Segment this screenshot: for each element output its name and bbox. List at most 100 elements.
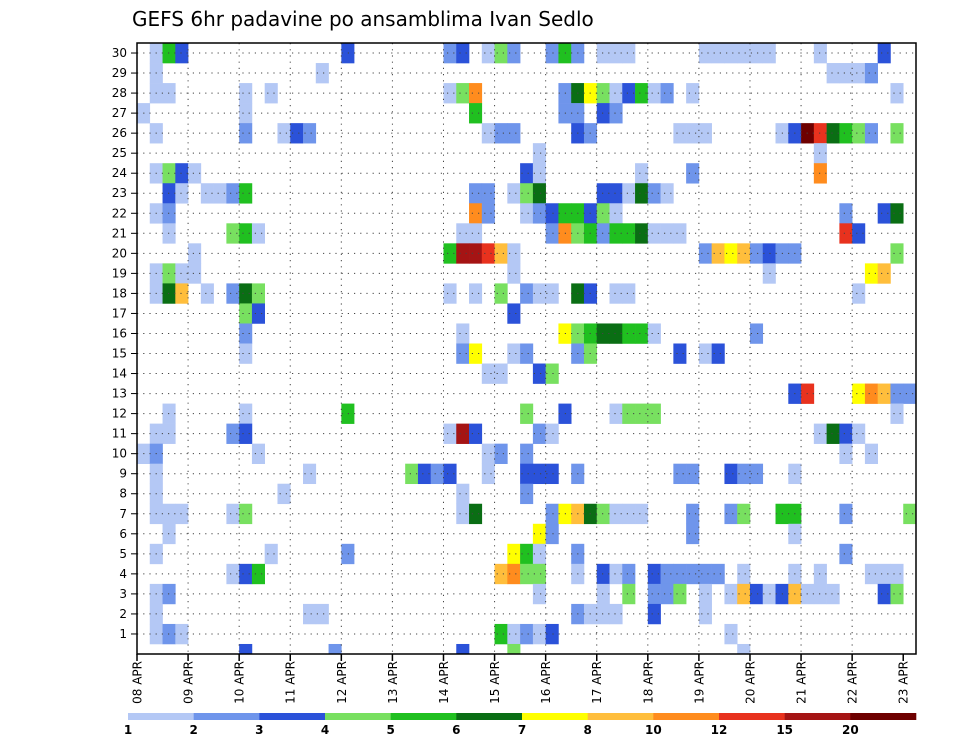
precip-cell xyxy=(469,283,483,304)
precip-cell xyxy=(609,603,623,625)
precip-cell xyxy=(864,443,878,464)
precip-cell xyxy=(622,503,636,525)
precip-cell xyxy=(622,223,636,244)
precip-cell xyxy=(443,83,457,104)
precip-cell xyxy=(494,563,508,585)
y-tick-label: 22 xyxy=(112,206,127,220)
precip-cell xyxy=(737,463,751,485)
precip-cell xyxy=(226,223,240,244)
precip-cell xyxy=(596,183,610,204)
precip-cell xyxy=(647,83,661,104)
precip-cell xyxy=(443,283,457,304)
precip-cell xyxy=(494,243,508,264)
precip-cell xyxy=(545,523,559,545)
precip-cell xyxy=(443,423,457,444)
precip-cell xyxy=(762,243,776,264)
precip-cell xyxy=(698,43,712,64)
precip-cell xyxy=(890,123,904,144)
precip-cell xyxy=(647,583,661,605)
precip-cell xyxy=(877,203,891,224)
precip-cell xyxy=(520,483,534,505)
precip-cell xyxy=(469,243,483,264)
precip-cell xyxy=(532,623,546,645)
precip-cell xyxy=(711,563,725,585)
precip-cell xyxy=(175,623,189,645)
precip-cell xyxy=(545,283,559,304)
precip-cell xyxy=(673,343,687,364)
precip-cell xyxy=(481,443,495,464)
legend-swatch xyxy=(522,713,588,720)
precip-cell xyxy=(239,223,253,244)
precip-cell xyxy=(239,643,253,655)
x-tick-label: 12 APR xyxy=(335,661,349,704)
precip-cell xyxy=(520,163,534,184)
precip-cell xyxy=(545,203,559,224)
precip-cell xyxy=(660,183,674,204)
precip-cell xyxy=(239,343,253,364)
precip-cell xyxy=(264,543,278,565)
precip-cell xyxy=(239,503,253,525)
precip-cell xyxy=(303,463,317,485)
precip-cell xyxy=(507,243,521,264)
precip-cell xyxy=(520,343,534,364)
precip-cell xyxy=(839,443,853,464)
legend-label: 5 xyxy=(386,723,394,737)
precip-cell xyxy=(737,563,751,585)
precip-cell xyxy=(469,183,483,204)
precip-cell xyxy=(175,43,189,64)
precip-cell xyxy=(852,123,866,144)
precip-cell xyxy=(507,263,521,284)
precip-cell xyxy=(622,563,636,585)
legend-swatch xyxy=(719,713,785,720)
precip-cell xyxy=(839,123,853,144)
legend-swatch xyxy=(259,713,326,720)
precip-cell xyxy=(724,503,738,525)
precip-cell xyxy=(507,43,521,64)
y-tick-label: 17 xyxy=(112,306,127,320)
x-tick-label: 14 APR xyxy=(437,661,451,704)
precip-cell xyxy=(239,103,253,124)
precip-cell xyxy=(494,123,508,144)
legend-swatch xyxy=(850,713,917,720)
precip-cell xyxy=(545,363,559,384)
precip-cell xyxy=(188,263,202,284)
precip-cell xyxy=(239,563,253,585)
x-tick-label: 09 APR xyxy=(182,661,196,704)
precip-cell xyxy=(647,403,661,424)
precip-cell xyxy=(494,623,508,645)
precip-cell xyxy=(698,563,712,585)
precip-cell xyxy=(609,283,623,304)
precip-cell xyxy=(175,183,189,204)
precip-cell xyxy=(239,123,253,144)
precip-cell xyxy=(609,403,623,424)
precip-cell xyxy=(175,283,189,304)
precip-cell xyxy=(660,563,674,585)
precip-cell xyxy=(749,43,764,64)
precip-cell xyxy=(226,423,240,444)
x-tick-label: 23 APR xyxy=(897,661,911,704)
x-tick-label: 13 APR xyxy=(386,661,400,704)
precip-cell xyxy=(839,63,853,84)
precip-cell xyxy=(673,223,687,244)
precip-cell xyxy=(469,203,483,224)
legend-label: 2 xyxy=(189,723,197,737)
precip-cell xyxy=(596,603,610,625)
precip-cell xyxy=(890,383,904,404)
precip-cell xyxy=(469,223,483,244)
precip-cell xyxy=(635,503,649,525)
precip-cell xyxy=(622,43,636,64)
precip-cell xyxy=(494,363,508,384)
y-tick-label: 16 xyxy=(112,326,127,340)
precip-cell xyxy=(520,203,534,224)
legend-swatch xyxy=(653,713,720,720)
precip-cell xyxy=(596,83,610,104)
precip-cell xyxy=(251,283,265,304)
legend-label: 3 xyxy=(255,723,263,737)
y-tick-label: 25 xyxy=(112,146,127,160)
y-tick-label: 11 xyxy=(112,427,127,441)
y-tick-label: 10 xyxy=(112,447,127,461)
precip-cell xyxy=(456,343,470,364)
x-tick-label: 19 APR xyxy=(692,661,706,704)
precip-cell xyxy=(520,463,534,485)
precip-cell xyxy=(660,83,674,104)
